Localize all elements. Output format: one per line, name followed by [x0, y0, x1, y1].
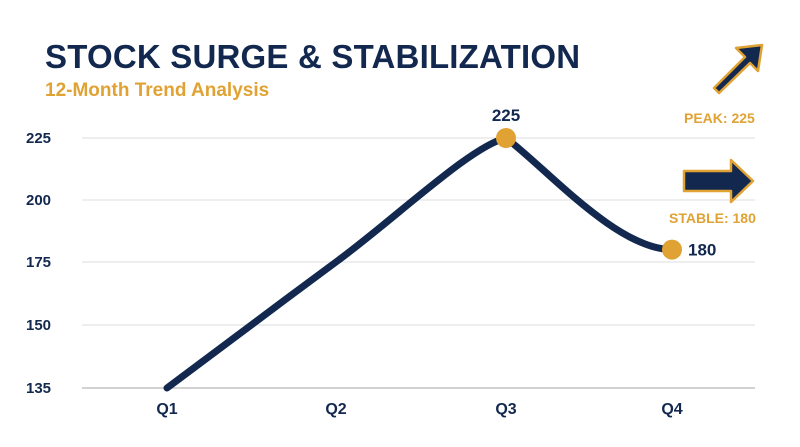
stable-annotation-label: STABLE: 180	[669, 210, 756, 226]
arrow-right-icon	[682, 158, 755, 204]
x-tick-label: Q3	[495, 401, 516, 418]
peak-annotation-label: PEAK: 225	[684, 110, 755, 126]
data-point-marker	[662, 239, 682, 260]
arrow-up-right-icon	[712, 43, 764, 95]
chart-title: STOCK SURGE & STABILIZATION	[45, 38, 581, 75]
x-tick-label: Q4	[661, 401, 682, 418]
y-tick-label: 225	[26, 130, 51, 147]
markers: 225 180	[492, 106, 716, 260]
x-axis-ticks: Q1 Q2 Q3 Q4	[156, 401, 682, 418]
series-line	[163, 134, 676, 392]
y-axis-ticks: 135 150 175 200 225	[26, 130, 51, 397]
grid-lines	[82, 137, 755, 389]
y-tick-label: 175	[26, 254, 51, 271]
chart-subtitle: 12-Month Trend Analysis	[45, 80, 270, 101]
x-tick-label: Q1	[156, 401, 177, 418]
y-tick-label: 135	[26, 380, 51, 397]
x-tick-label: Q2	[325, 401, 346, 418]
y-tick-label: 200	[26, 192, 51, 209]
y-tick-label: 150	[26, 317, 51, 334]
series-layer	[163, 134, 676, 392]
data-value-label: 225	[492, 106, 520, 125]
data-point-marker	[496, 128, 516, 148]
data-value-label: 180	[688, 241, 716, 260]
